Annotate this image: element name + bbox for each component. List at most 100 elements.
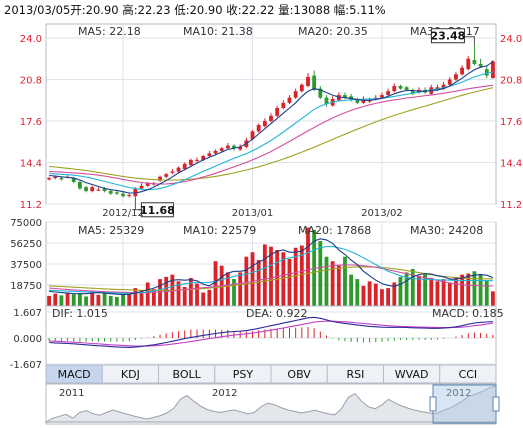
volume-bar (478, 274, 483, 306)
volume-bar (299, 245, 304, 306)
navigator-area (44, 385, 497, 423)
date-label: 2013/01 (232, 208, 274, 219)
volume-bar (158, 279, 162, 306)
price-tick-label: 24.0 (20, 34, 42, 45)
price-axis-right: 24.0 20.8 17.6 14.4 11.2 (500, 34, 522, 211)
volume-bar (392, 282, 397, 306)
candle-body (275, 108, 280, 116)
high-marker-box (430, 28, 465, 44)
candle-body (182, 163, 187, 169)
candle-body (108, 191, 113, 194)
high-marker-label: 23.48 (431, 30, 466, 43)
volume-bar (133, 288, 138, 306)
navigator-left-handle[interactable] (429, 396, 437, 412)
candle-body (59, 178, 64, 180)
candle-body (460, 67, 465, 75)
volume-ma10-line (49, 246, 493, 294)
volume-bar (256, 260, 261, 306)
volume-bar (232, 279, 236, 306)
tab-label: OBV (287, 368, 311, 381)
macd-tick-label: 0.000 (13, 334, 42, 345)
volume-bar (318, 241, 323, 306)
price-tick-label: 14.4 (500, 159, 522, 170)
volume-bar (484, 280, 489, 306)
low-value: 20.90 (190, 3, 223, 17)
volume-bar (410, 269, 415, 306)
candle-body (361, 98, 366, 103)
tab-label: PSY (233, 368, 254, 381)
price-moving-averages (49, 61, 494, 194)
macd-legend-item: DEA: 0.922 (246, 307, 307, 320)
volume-bar (336, 265, 341, 306)
low-marker-box (140, 202, 174, 218)
candle-body (312, 75, 317, 90)
volume-bar (454, 276, 458, 306)
volume-bar (367, 281, 372, 306)
candle-body (188, 159, 193, 166)
candle-body (250, 131, 255, 140)
volume-tick-label: 56250 (10, 239, 42, 250)
volume-legend-item: MA5: 25329 (78, 224, 144, 237)
volume-bar (213, 261, 218, 306)
navigator: 2011 2012 2012 (44, 384, 500, 424)
volume-bar (269, 246, 273, 306)
macd-legend-item: DIF: 1.015 (52, 307, 108, 320)
candle-body (71, 178, 76, 182)
navigator-window[interactable] (432, 384, 497, 424)
high-label: 高: (122, 3, 137, 17)
volume-bar (355, 279, 360, 306)
tab-label: RSI (346, 368, 364, 381)
price-tick-label: 17.6 (20, 117, 42, 128)
volume-bar (102, 292, 107, 306)
volume-bar (435, 281, 440, 306)
price-legend-item: MA5: 22.18 (78, 25, 141, 38)
price-annotations: 23.48 11.68 (134, 28, 475, 218)
volume-bar (207, 289, 212, 306)
candle-body (164, 174, 169, 177)
candle-body (90, 187, 95, 192)
candle-body (195, 159, 199, 161)
volume-bar (429, 278, 434, 306)
price-legend-item: MA20: 20.35 (298, 25, 368, 38)
candle-body (318, 88, 323, 98)
close-label: 收: (226, 3, 241, 17)
macd-axis: 1.607 0.000 -1.607 (10, 308, 42, 371)
volume-bar (84, 296, 88, 306)
candle-body (238, 146, 243, 150)
candle-body (398, 85, 403, 89)
candle-body (145, 183, 150, 186)
candle-body (478, 63, 483, 67)
price-ma20-line (49, 84, 493, 185)
tab-label: CCI (459, 368, 478, 381)
volume-bar (195, 283, 199, 306)
change-label: 幅: (334, 3, 349, 17)
candle-body (170, 171, 175, 173)
navigator-right-handle[interactable] (492, 396, 500, 412)
open-value: 20.90 (86, 3, 119, 17)
volume-bar (244, 256, 249, 306)
tab-cci[interactable] (439, 364, 497, 384)
volume-bar (447, 282, 452, 306)
date-label: 2012/12 (102, 208, 144, 219)
volume-bar (380, 289, 384, 306)
macd-histogram (48, 326, 494, 343)
high-value: 22.23 (138, 3, 171, 17)
candle-body (380, 95, 384, 98)
volume-tick-label: 37500 (10, 260, 42, 271)
candle-body (77, 181, 82, 189)
volume-bar (423, 273, 428, 306)
candle-body (133, 188, 138, 197)
candle-body (336, 95, 341, 101)
volume-bar (176, 281, 181, 306)
candle-body (447, 79, 452, 85)
navigator-year-label: 2012 (446, 388, 471, 399)
candle-body (176, 167, 181, 172)
volume-legend: MA5: 25329 MA10: 22579 MA20: 17868 MA30: 24… (78, 224, 483, 237)
candle-body (324, 97, 329, 105)
low-marker-line (134, 197, 142, 211)
candle-body (262, 121, 267, 127)
volume-bar (182, 286, 187, 306)
volume-axis: 75000 56250 37500 18750 (10, 218, 42, 292)
price-axis-left: 24.0 20.8 17.6 14.4 11.2 (20, 34, 42, 211)
candle-body (293, 91, 298, 98)
